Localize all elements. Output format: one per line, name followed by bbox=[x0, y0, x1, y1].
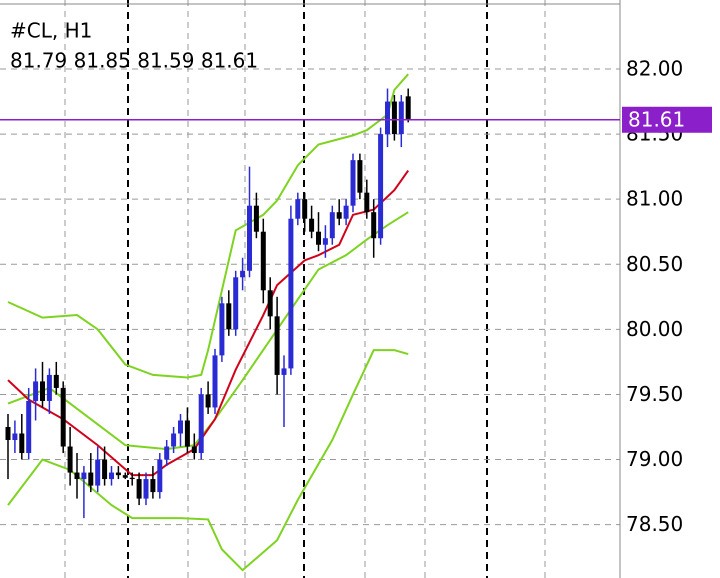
candle-body bbox=[226, 303, 232, 330]
candle-body bbox=[267, 290, 273, 317]
grid bbox=[0, 0, 620, 578]
candle-body bbox=[343, 205, 349, 219]
candle-body bbox=[150, 479, 156, 493]
candle-body bbox=[247, 205, 252, 271]
candle-body bbox=[40, 381, 45, 401]
candle-body bbox=[364, 192, 370, 213]
candle-body bbox=[136, 479, 142, 499]
candle-body bbox=[405, 96, 411, 120]
candle-body bbox=[46, 374, 52, 401]
candle-body bbox=[115, 472, 121, 476]
candle-body bbox=[81, 472, 87, 480]
y-tick-label: 78.50 bbox=[626, 512, 683, 536]
candle-body bbox=[178, 420, 183, 434]
candle-body bbox=[378, 134, 384, 239]
candle-body bbox=[102, 459, 108, 480]
candle-body bbox=[322, 238, 328, 245]
chart-title: #CL, H1 bbox=[10, 19, 92, 43]
candle-body bbox=[357, 160, 363, 193]
y-tick-label: 81.00 bbox=[626, 187, 683, 211]
candle-body bbox=[219, 303, 225, 356]
candle-body bbox=[88, 472, 94, 486]
candle-body bbox=[198, 394, 204, 454]
candle-body bbox=[5, 426, 11, 441]
y-tick-label: 82.00 bbox=[626, 56, 683, 80]
candle-body bbox=[60, 387, 66, 447]
y-tick-label: 80.50 bbox=[626, 252, 683, 276]
ohlc-readout: 81.79 81.85 81.59 81.61 bbox=[10, 49, 258, 73]
candle-body bbox=[260, 231, 266, 291]
last-price-box bbox=[622, 106, 712, 133]
indicator-line bbox=[7, 211, 409, 451]
candle-body bbox=[205, 394, 211, 408]
candle-body bbox=[295, 199, 301, 219]
candle-body bbox=[371, 212, 377, 239]
candle-body bbox=[19, 433, 25, 454]
indicator-line bbox=[7, 73, 409, 379]
candle-body bbox=[398, 101, 404, 135]
y-tick-label: 79.00 bbox=[626, 447, 683, 471]
candle-body bbox=[233, 277, 239, 330]
candle-body bbox=[157, 459, 163, 493]
candle-body bbox=[336, 212, 342, 219]
candle-body bbox=[253, 205, 259, 232]
candle-body bbox=[109, 472, 114, 480]
candle-body bbox=[316, 231, 321, 245]
candle-body bbox=[288, 218, 294, 369]
candle-body bbox=[143, 479, 149, 499]
candle-body bbox=[26, 400, 32, 454]
candle-body bbox=[12, 433, 18, 441]
candle-body bbox=[191, 446, 197, 454]
candle-body bbox=[95, 459, 101, 486]
candle-body bbox=[385, 101, 390, 135]
candle-body bbox=[329, 212, 335, 239]
candle-body bbox=[350, 160, 356, 206]
indicator-line bbox=[7, 169, 410, 477]
candle-body bbox=[302, 199, 308, 219]
y-tick-label: 79.50 bbox=[626, 382, 683, 406]
candle-body bbox=[391, 101, 397, 135]
candle-body bbox=[281, 368, 287, 375]
candle-body bbox=[53, 374, 59, 388]
candle-body bbox=[67, 446, 73, 473]
candle-body bbox=[184, 420, 190, 447]
candle-body bbox=[74, 472, 80, 480]
candle-body bbox=[171, 433, 177, 447]
candle-body bbox=[33, 381, 39, 401]
candle-body bbox=[122, 475, 128, 478]
candle-body bbox=[129, 477, 135, 480]
candle-body bbox=[309, 218, 315, 232]
candle-body bbox=[274, 316, 280, 375]
y-tick-label: 80.00 bbox=[626, 317, 683, 341]
candle-body bbox=[240, 270, 246, 278]
last-price-label: 81.61 bbox=[628, 107, 685, 131]
candle-body bbox=[212, 355, 218, 408]
candle-body bbox=[164, 446, 170, 460]
